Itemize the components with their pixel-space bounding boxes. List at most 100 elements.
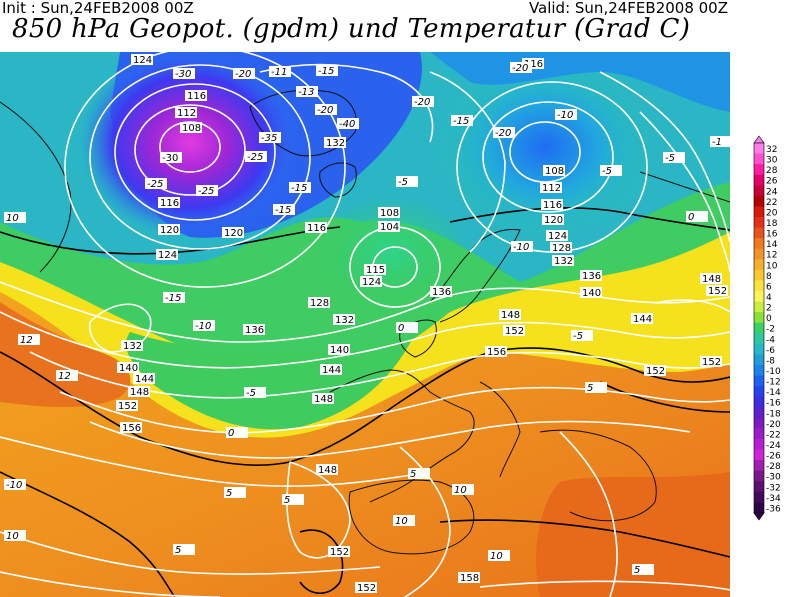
legend-swatch	[754, 502, 764, 514]
svg-text:120: 120	[224, 228, 243, 239]
svg-text:116: 116	[187, 91, 206, 102]
svg-text:104: 104	[380, 222, 399, 233]
weather-map-svg: 124 116 112 108 -30 116 120 124 120 116 …	[0, 52, 730, 597]
legend-top-arrow	[753, 135, 765, 144]
svg-text:156: 156	[122, 423, 141, 434]
legend-label: 14	[766, 240, 778, 250]
legend-swatch	[754, 386, 764, 398]
cold-region-northeast	[430, 52, 730, 112]
legend-label: -24	[766, 441, 781, 451]
svg-text:136: 136	[582, 271, 601, 282]
svg-text:-20: -20	[235, 69, 251, 80]
legend-swatch	[754, 153, 764, 165]
legend-swatch	[754, 365, 764, 377]
legend-swatch	[754, 428, 764, 440]
svg-text:148: 148	[314, 394, 333, 405]
legend-bottom-arrow	[753, 512, 765, 521]
legend-swatch	[754, 269, 764, 281]
svg-text:-20: -20	[317, 105, 333, 116]
svg-text:-5: -5	[665, 153, 675, 164]
svg-text:10: 10	[395, 516, 408, 527]
svg-text:-15: -15	[275, 205, 291, 216]
svg-text:108: 108	[545, 166, 564, 177]
svg-text:132: 132	[326, 138, 345, 149]
legend-swatch	[754, 460, 764, 472]
svg-text:5: 5	[587, 383, 593, 394]
legend-label: 22	[766, 198, 777, 208]
svg-text:120: 120	[544, 215, 563, 226]
legend-swatch	[754, 407, 764, 419]
legend-swatch	[754, 333, 764, 345]
svg-text:-25: -25	[198, 186, 214, 197]
svg-text:116: 116	[543, 200, 562, 211]
svg-text:108: 108	[380, 208, 399, 219]
legend-swatch	[754, 354, 764, 366]
temperature-labels: -30 -20 -11 -15 -13 -20 -40 -35 -25 -25 …	[4, 62, 730, 576]
svg-text:0: 0	[688, 212, 694, 223]
legend-label: 30	[766, 156, 778, 166]
legend-label: -18	[766, 409, 781, 419]
legend-label: -16	[766, 399, 781, 409]
svg-text:-1: -1	[712, 137, 722, 148]
svg-text:-30: -30	[162, 153, 178, 164]
legend-swatch	[754, 227, 764, 239]
svg-text:-10: -10	[557, 110, 573, 121]
svg-text:-20: -20	[512, 63, 528, 74]
legend-swatch	[754, 375, 764, 387]
legend-label: -4	[766, 335, 775, 345]
legend-label: -30	[766, 473, 781, 483]
isotherms	[0, 207, 730, 597]
valid-time-label: Valid: Sun,24FEB2008 00Z	[528, 0, 728, 17]
svg-text:-15: -15	[318, 66, 334, 77]
svg-text:-30: -30	[175, 69, 191, 80]
legend-swatch	[754, 195, 764, 207]
svg-text:152: 152	[708, 286, 727, 297]
svg-text:124: 124	[548, 231, 567, 242]
legend-swatch	[754, 396, 764, 408]
legend-label: 16	[766, 230, 778, 240]
legend-swatch	[754, 259, 764, 271]
svg-text:115: 115	[366, 265, 385, 276]
map-title: 850 hPa Geopot. (gpdm) und Temperatur (G…	[12, 14, 691, 44]
legend-swatch	[754, 439, 764, 451]
svg-text:156: 156	[487, 347, 506, 358]
svg-text:152: 152	[646, 366, 665, 377]
svg-text:-5: -5	[246, 388, 256, 399]
legend-label: 6	[766, 282, 772, 292]
legend-label: -26	[766, 452, 781, 462]
svg-text:12: 12	[58, 371, 71, 382]
svg-text:-10: -10	[195, 321, 211, 332]
svg-text:116: 116	[160, 198, 179, 209]
svg-text:148: 148	[318, 465, 337, 476]
legend-color-bar: 32302826242220181614121086420-2-4-6-8-10…	[753, 135, 781, 521]
svg-text:10: 10	[6, 213, 19, 224]
svg-text:5: 5	[634, 565, 640, 576]
green-trough	[310, 197, 470, 307]
legend-label: 0	[766, 314, 772, 324]
legend-label: 20	[766, 208, 778, 218]
legend-label: -34	[766, 494, 781, 504]
svg-text:140: 140	[582, 288, 601, 299]
legend-label: 10	[766, 261, 778, 271]
svg-text:-5: -5	[398, 177, 408, 188]
svg-text:-15: -15	[291, 183, 307, 194]
legend-label: 32	[766, 145, 777, 155]
svg-text:116: 116	[524, 59, 543, 70]
svg-text:-13: -13	[298, 87, 314, 98]
svg-text:136: 136	[245, 325, 264, 336]
svg-text:5: 5	[226, 488, 232, 499]
svg-text:5: 5	[284, 495, 290, 506]
warm-tongue-west	[0, 302, 131, 407]
legend-swatch	[754, 206, 764, 218]
svg-text:128: 128	[310, 298, 329, 309]
svg-text:-15: -15	[165, 293, 181, 304]
legend-swatch	[754, 280, 764, 292]
svg-text:132: 132	[554, 256, 573, 267]
svg-text:128: 128	[552, 243, 571, 254]
legend-swatch	[754, 322, 764, 334]
svg-text:148: 148	[130, 387, 149, 398]
svg-text:5: 5	[410, 469, 416, 480]
legend-label: 2	[766, 304, 772, 314]
legend-swatch	[754, 470, 764, 482]
legend-label: 28	[766, 166, 778, 176]
